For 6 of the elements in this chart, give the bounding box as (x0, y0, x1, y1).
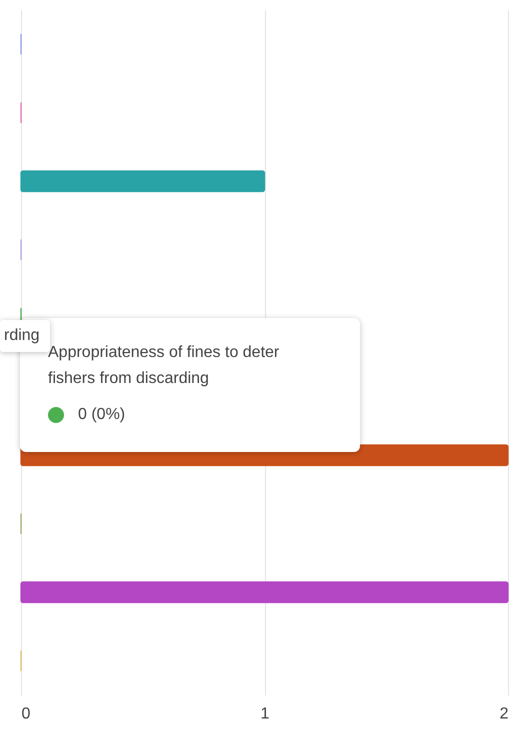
annotation: Appropriateness of fines to deter fishers from discarding (48, 343, 280, 389)
annotation: rding (0, 320, 50, 352)
x-tick-label: 1 (260, 706, 270, 722)
x-tick-label: 0 (22, 706, 30, 722)
x-tick-label: 2 (500, 706, 509, 722)
annotation: 0 (0%) (78, 405, 126, 425)
